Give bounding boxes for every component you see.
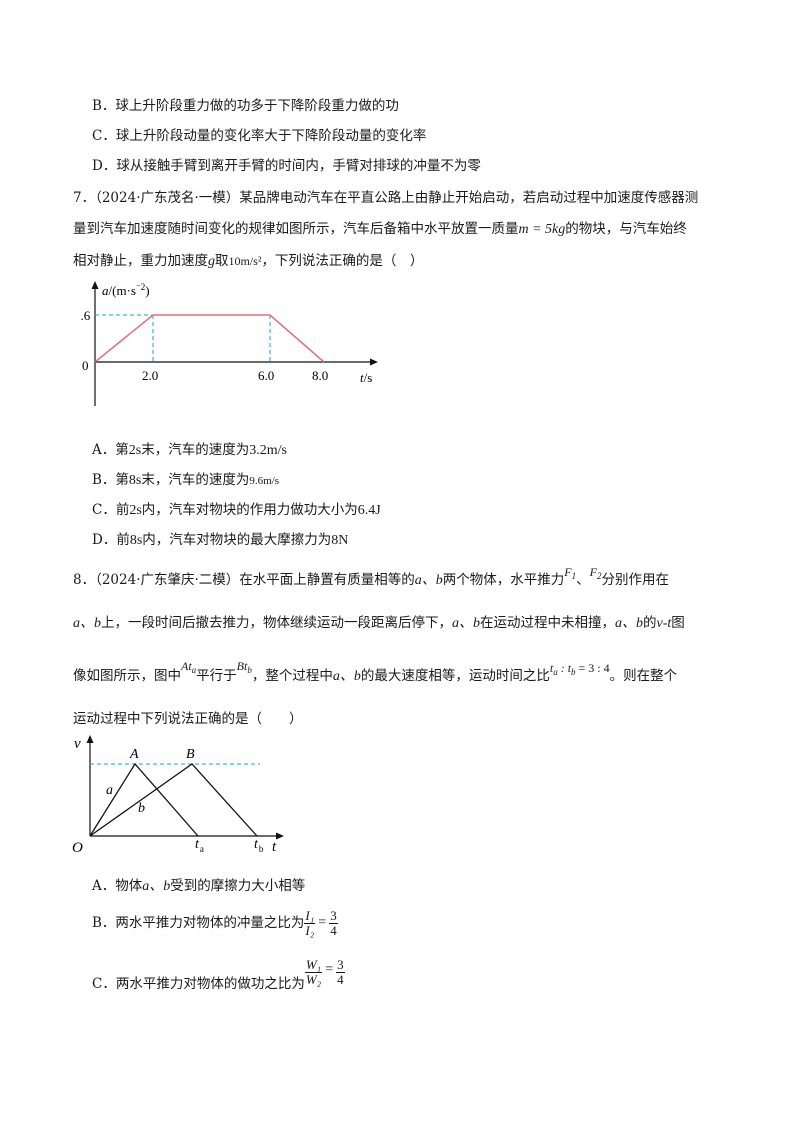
q7-stem-line1: 7．（2024·广东茂名·一模）某品牌电动汽车在平直公路上由静止开始启动，若启动… — [73, 190, 699, 206]
q6-option-d: D．球从接触手臂到离开手臂的时间内，手臂对排球的冲量不为零 — [92, 158, 481, 174]
q8-stem-line4: 运动过程中下列说法正确的是（ ） — [73, 711, 303, 727]
q8-stem-line1: 8．（2024·广东肇庆·二模）在水平面上静置有质量相等的a、b两个物体，水平推… — [73, 565, 669, 588]
q8-origin-label: O — [72, 840, 83, 856]
q7-origin-label: 0 — [82, 358, 89, 373]
q8-t-axis-label: t — [272, 839, 277, 855]
q7-y-tick: 1.6 — [80, 308, 91, 323]
q7-stem-line3: 相对静止，重力加速度g取10m/s²，下列说法正确的是（ ） — [73, 253, 424, 269]
q7-stem-line2: 量到汽车加速度随时间变化的规律如图所示，汽车后备箱中水平放置一质量m = 5kg… — [73, 221, 687, 237]
q8-line-b-label: b — [138, 801, 145, 816]
q8-stem-line3: 像如图所示，图中Ata平行于Btb，整个过程中a、b的最大速度相等，运动时间之比… — [73, 659, 678, 684]
q6-option-c: C．球上升阶段动量的变化率大于下降阶段动量的变化率 — [92, 128, 427, 144]
q8-option-a: A．物体a、b受到的摩擦力大小相等 — [92, 878, 306, 894]
q8-line-a-label: a — [106, 783, 113, 798]
q7-x-tick-1: 2.0 — [142, 368, 158, 383]
q7-x-tick-2: 6.0 — [258, 368, 274, 383]
q8-stem-line2: a、b上，一段时间后撤去推力，物体继续运动一段距离后停下，a、b在运动过程中未相… — [73, 615, 685, 631]
q8-v-axis-label: v — [74, 736, 81, 752]
q8-tb-label: tb — [254, 837, 264, 854]
q7-x-tick-3: 8.0 — [312, 368, 328, 383]
q7-option-c: C．前2s内，汽车对物块的作用力做功大小为6.4J — [92, 502, 381, 518]
q8-vt-graph: v O A B a b ta tb t — [72, 735, 284, 856]
q7-acceleration-graph: a/(m·s⁻2) 1.6 0 2.0 6.0 8.0 t/s — [80, 281, 378, 406]
q7-option-d: D．前8s内，汽车对物块的最大摩擦力为8N — [92, 532, 349, 548]
q7-x-axis-label: t/s — [360, 370, 372, 385]
q7-option-a: A．第2s末，汽车的速度为3.2m/s — [92, 442, 287, 458]
q7-option-b: B．第8s末，汽车的速度为9.6m/s — [92, 472, 280, 488]
q8-point-a-label: A — [129, 747, 139, 762]
q8-point-b-label: B — [186, 747, 195, 762]
q6-option-b: B．球上升阶段重力做的功多于下降阶段重力做的功 — [92, 98, 399, 114]
q7-y-axis-label: a/(m·s⁻2) — [102, 282, 150, 298]
q8-ta-label: ta — [195, 837, 204, 854]
